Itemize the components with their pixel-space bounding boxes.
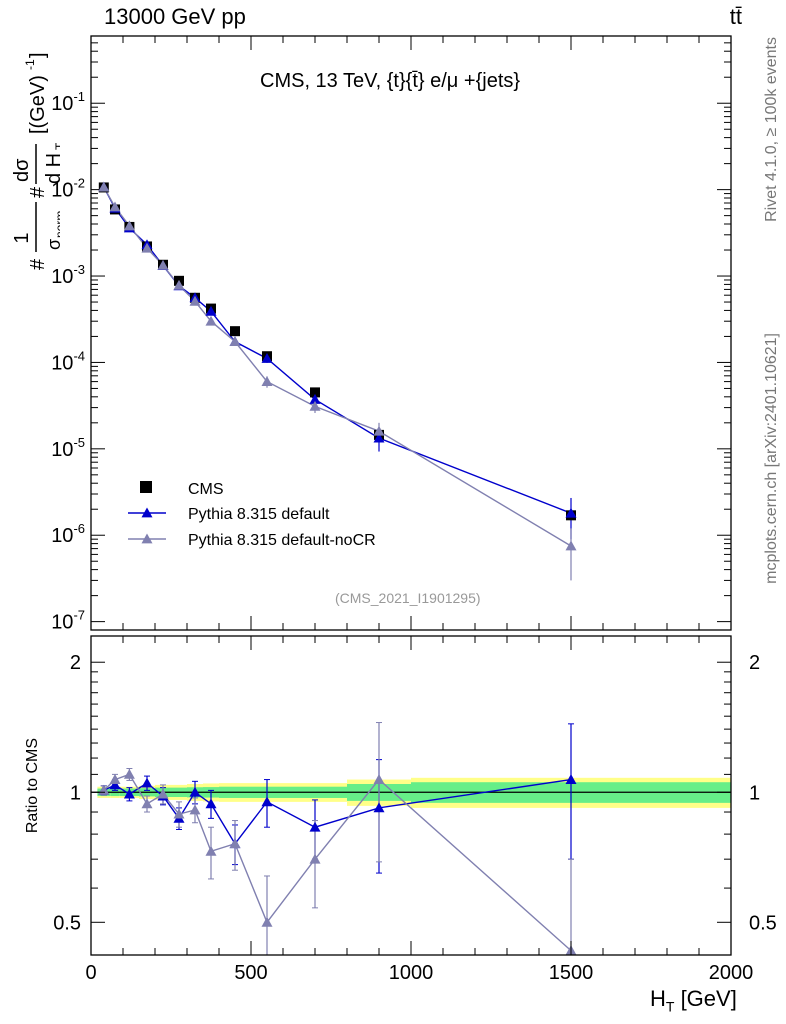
ratio-point	[141, 777, 153, 788]
legend-marker-cms	[140, 481, 152, 493]
ratio-point	[309, 853, 321, 864]
svg-text:1: 1	[11, 232, 33, 243]
cms-point	[230, 326, 240, 337]
ratio-point	[109, 779, 121, 790]
y-tick-label: 10-4	[51, 348, 85, 374]
ratio-y-tick-label-right: 1	[749, 782, 760, 804]
ratio-point	[565, 774, 577, 784]
mc-point	[98, 181, 110, 192]
mc-point	[229, 336, 241, 347]
legend-label-cms: CMS	[188, 481, 224, 498]
y-tick-label: 10-3	[51, 262, 85, 288]
mc-point	[205, 315, 217, 326]
ratio-point	[173, 808, 185, 819]
main-panel: 10-7 10-6 10-5 10-4 10-3 10-2 10-1 CMS Pythia 8.…	[51, 35, 732, 634]
mc-point	[157, 259, 169, 270]
y-tick-label: 10-5	[51, 435, 85, 461]
mc-point	[309, 400, 321, 411]
cms-point	[310, 387, 320, 398]
svg-text:[(GeV): [(GeV)	[27, 75, 49, 134]
process-label: tt̄	[729, 4, 742, 29]
mc-point	[373, 425, 385, 436]
svg-text:]: ]	[27, 52, 49, 58]
x-tick-label: 0	[85, 962, 96, 984]
main-y-axis-label: # 1 σ norm # dσ d H T [(GeV) -1 ]	[4, 30, 67, 270]
energy-label: 13000 GeV pp	[104, 4, 246, 29]
x-tick-label: 1500	[549, 962, 594, 984]
svg-text:d H: d H	[43, 153, 60, 184]
ratio-point	[189, 786, 201, 797]
analysis-watermark: (CMS_2021_I1901295)	[335, 590, 481, 606]
ratio-point	[123, 788, 135, 799]
svg-text:#: #	[27, 186, 49, 198]
ratio-point	[141, 798, 153, 809]
mc-point	[205, 305, 217, 316]
y-tick-label: 10-7	[51, 608, 85, 634]
mc-point	[173, 279, 185, 290]
ratio-point	[229, 838, 241, 849]
svg-text:-1: -1	[23, 59, 37, 70]
ratio-y-tick-label: 1	[70, 782, 81, 804]
ratio-y-tick-label: 0.5	[53, 912, 81, 934]
x-tick-label: 500	[234, 962, 267, 984]
legend-label: Pythia 8.315 default-noCR	[188, 532, 376, 549]
ratio-y-tick-label-right: 0.5	[749, 912, 777, 934]
svg-text:dσ: dσ	[11, 158, 33, 182]
x-axis-label: HT [GeV]	[650, 986, 737, 1015]
ratio-panel: 0.5 0.5 1 1 2 2 0 500 1000 1500 2000	[53, 635, 777, 984]
mcplots-label: mcplots.cern.ch [arXiv:2401.10621]	[763, 333, 780, 584]
ratio-point	[205, 845, 217, 856]
ratio-point	[123, 768, 135, 779]
mc-point	[189, 295, 201, 306]
legend-label: Pythia 8.315 default	[188, 506, 330, 523]
ratio-point	[205, 798, 217, 809]
legend-marker	[141, 533, 153, 544]
ratio-point	[189, 804, 201, 815]
ratio-y-axis-label: Ratio to CMS	[24, 738, 41, 834]
rivet-label: Rivet 4.1.0, ≥ 100k events	[763, 37, 780, 222]
svg-text:σ: σ	[44, 239, 60, 250]
mc-point	[565, 507, 577, 518]
main-frame	[90, 35, 732, 631]
mc-point	[123, 220, 135, 231]
ratio-point	[261, 796, 273, 807]
svg-text:T: T	[53, 142, 60, 150]
series-line-2	[103, 186, 572, 547]
y-tick-label: 10-6	[51, 521, 85, 547]
svg-text:norm: norm	[53, 211, 60, 238]
series-line-1	[103, 186, 572, 514]
svg-text:#: #	[27, 258, 49, 270]
mc-point	[565, 540, 577, 551]
x-tick-label: 2000	[709, 962, 754, 984]
mc-point	[373, 432, 385, 443]
ratio-point	[261, 916, 273, 927]
ratio-y-tick-label: 2	[70, 652, 81, 674]
y-tick-label: 10-1	[51, 89, 85, 115]
x-tick-label: 1000	[389, 962, 434, 984]
ratio-point	[109, 774, 121, 784]
ratio-y-tick-label-right: 2	[749, 652, 760, 674]
ratio-point	[373, 774, 385, 784]
mc-point	[109, 201, 121, 212]
ratio-point	[309, 821, 321, 832]
mc-point	[141, 242, 153, 253]
y-tick-label: 10-2	[51, 176, 85, 202]
legend-marker	[141, 507, 153, 518]
ratio-point	[157, 788, 169, 799]
plot-title: CMS, 13 TeV, {t}{t̄} e/μ +{jets}	[260, 70, 521, 92]
mc-point	[261, 376, 273, 386]
mc-point	[309, 393, 321, 404]
mc-point	[261, 353, 273, 363]
ratio-point	[373, 802, 385, 813]
